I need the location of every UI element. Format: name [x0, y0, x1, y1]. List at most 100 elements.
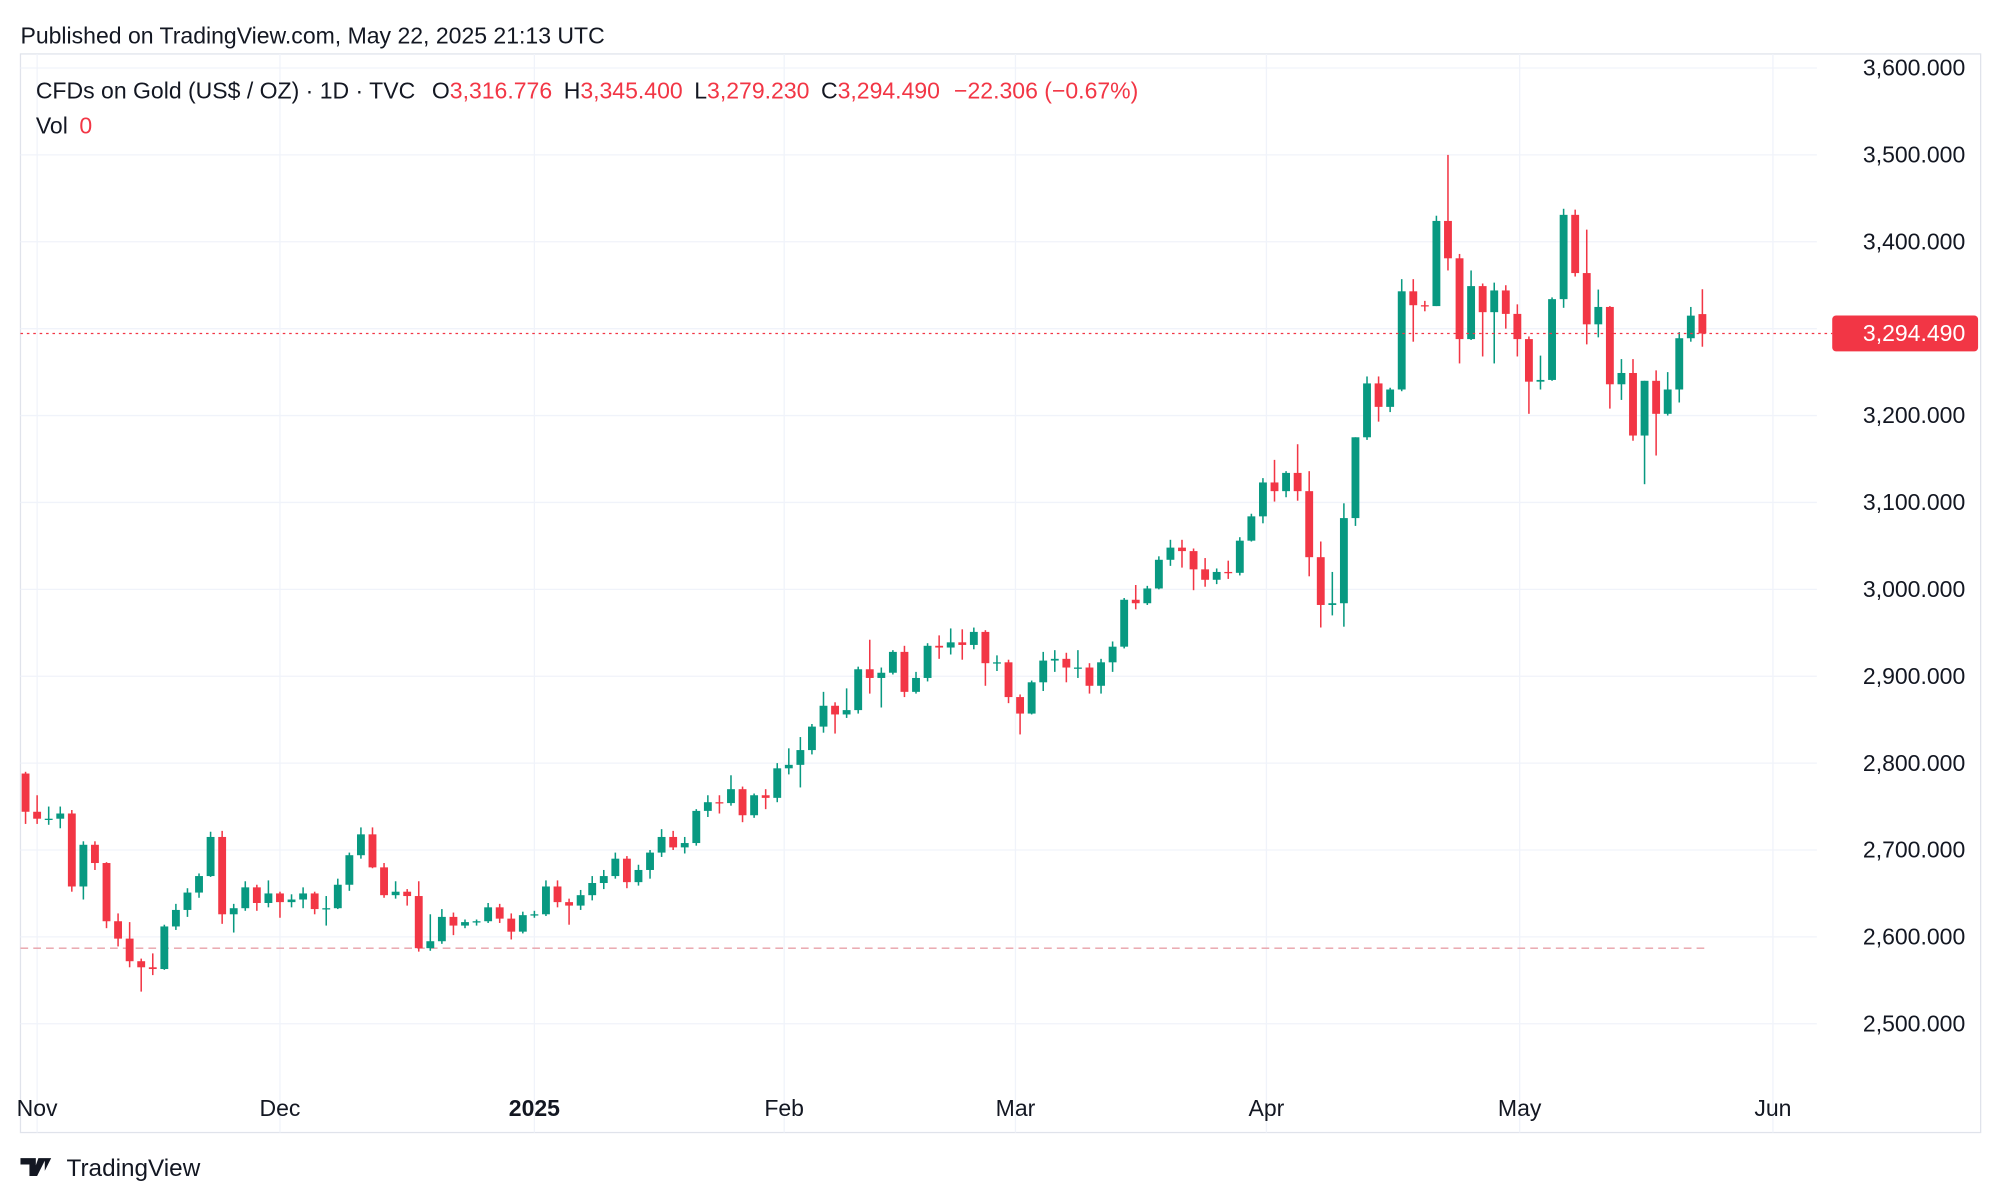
candle-body: [738, 789, 747, 816]
candle-body: [750, 795, 759, 816]
candle-body: [1409, 291, 1418, 306]
candle-body: [1548, 299, 1556, 380]
candle-body: [67, 813, 76, 887]
candle-body: [1259, 482, 1267, 517]
candle-body: [761, 795, 770, 798]
candle-body: [507, 918, 516, 932]
candle-body: [1501, 290, 1510, 314]
candle-body: [1698, 314, 1707, 334]
candle-body: [912, 677, 920, 692]
candle-body: [553, 886, 562, 903]
candle-body: [437, 916, 446, 942]
candle-body: [1316, 557, 1325, 605]
ohlc-label: O: [432, 78, 450, 104]
candle-body: [79, 844, 88, 887]
candle-body: [356, 834, 365, 856]
candle-body: [680, 843, 689, 848]
candle-body: [854, 669, 863, 711]
candle-body: [160, 926, 169, 970]
candle-body: [888, 651, 897, 673]
candle-body: [865, 669, 874, 678]
ohlc-label: H: [564, 78, 581, 104]
candle-body: [1432, 220, 1441, 307]
candle-body: [1004, 662, 1013, 698]
candle-body: [310, 893, 319, 910]
candle-body: [576, 895, 585, 906]
candle-body: [1559, 214, 1568, 300]
candle-body: [391, 891, 400, 896]
candle-body: [993, 662, 1001, 664]
candle-body: [1166, 547, 1175, 560]
candle-body: [831, 705, 839, 715]
candle-body: [1270, 482, 1279, 492]
candle-body: [322, 908, 331, 910]
candle-body: [171, 909, 180, 927]
y-tick-label: 2,600.000: [1863, 924, 1965, 950]
candle-body: [622, 858, 631, 883]
candle-body: [1686, 315, 1695, 339]
candle-body: [495, 907, 504, 919]
candle-body: [44, 818, 53, 820]
candle-body: [1467, 286, 1476, 340]
candle-body: [1420, 305, 1429, 307]
candle-body: [611, 858, 620, 877]
candle-body: [1154, 559, 1163, 589]
candle-body: [935, 645, 944, 648]
candle-body: [773, 768, 782, 798]
candle-body: [1189, 551, 1198, 570]
logo-mark: [20, 1158, 52, 1177]
candle-body: [345, 855, 354, 885]
candle-body: [1016, 697, 1025, 714]
candle-body: [1085, 667, 1094, 686]
candle-body: [299, 893, 308, 900]
ohlc-value: 3,345.400: [580, 78, 682, 104]
x-tick-label: Apr: [1248, 1095, 1284, 1121]
candle-body: [206, 836, 215, 877]
candle-body: [461, 922, 469, 926]
candle-body: [1339, 518, 1348, 604]
candle-body: [114, 921, 123, 939]
candle-body: [703, 802, 712, 811]
candle-body: [1212, 571, 1221, 580]
y-tick-label: 3,200.000: [1863, 402, 1965, 428]
candle-body: [1351, 437, 1360, 519]
candle-body: [842, 710, 851, 715]
candle-body: [1247, 516, 1256, 541]
candle-body: [599, 876, 608, 884]
candle-body: [264, 893, 273, 903]
candle-body: [657, 836, 666, 853]
candle-body: [669, 836, 678, 848]
candle-body: [946, 642, 955, 648]
candle-body: [1629, 372, 1637, 436]
candle-body: [646, 852, 654, 870]
y-tick-label: 2,500.000: [1863, 1010, 1965, 1036]
candle-body: [808, 726, 816, 751]
candle-body: [1640, 380, 1649, 436]
candle-body: [877, 672, 886, 678]
candle-body: [819, 705, 828, 727]
candle-body: [530, 914, 539, 916]
candle-body: [183, 892, 192, 910]
candle-body: [1571, 214, 1580, 274]
candle-body: [1363, 383, 1371, 438]
candle-body: [1328, 603, 1337, 605]
x-tick-label: May: [1498, 1095, 1542, 1121]
candle-body: [218, 836, 227, 915]
last-price-tag: [1832, 315, 1979, 352]
candle-body: [1582, 273, 1591, 325]
candle-body: [91, 844, 99, 864]
volume-label: Vol: [36, 112, 68, 138]
candle-body: [426, 941, 435, 949]
x-tick-label: Jun: [1754, 1095, 1791, 1121]
candle-body: [33, 811, 42, 819]
candle-body: [1073, 667, 1082, 669]
y-tick-label: 2,800.000: [1863, 750, 1965, 776]
candle-body: [1120, 599, 1129, 647]
y-tick-label: 3,000.000: [1863, 576, 1965, 602]
candle-body: [125, 938, 134, 962]
y-tick-label: 2,900.000: [1863, 663, 1965, 689]
candle-body: [449, 916, 458, 926]
